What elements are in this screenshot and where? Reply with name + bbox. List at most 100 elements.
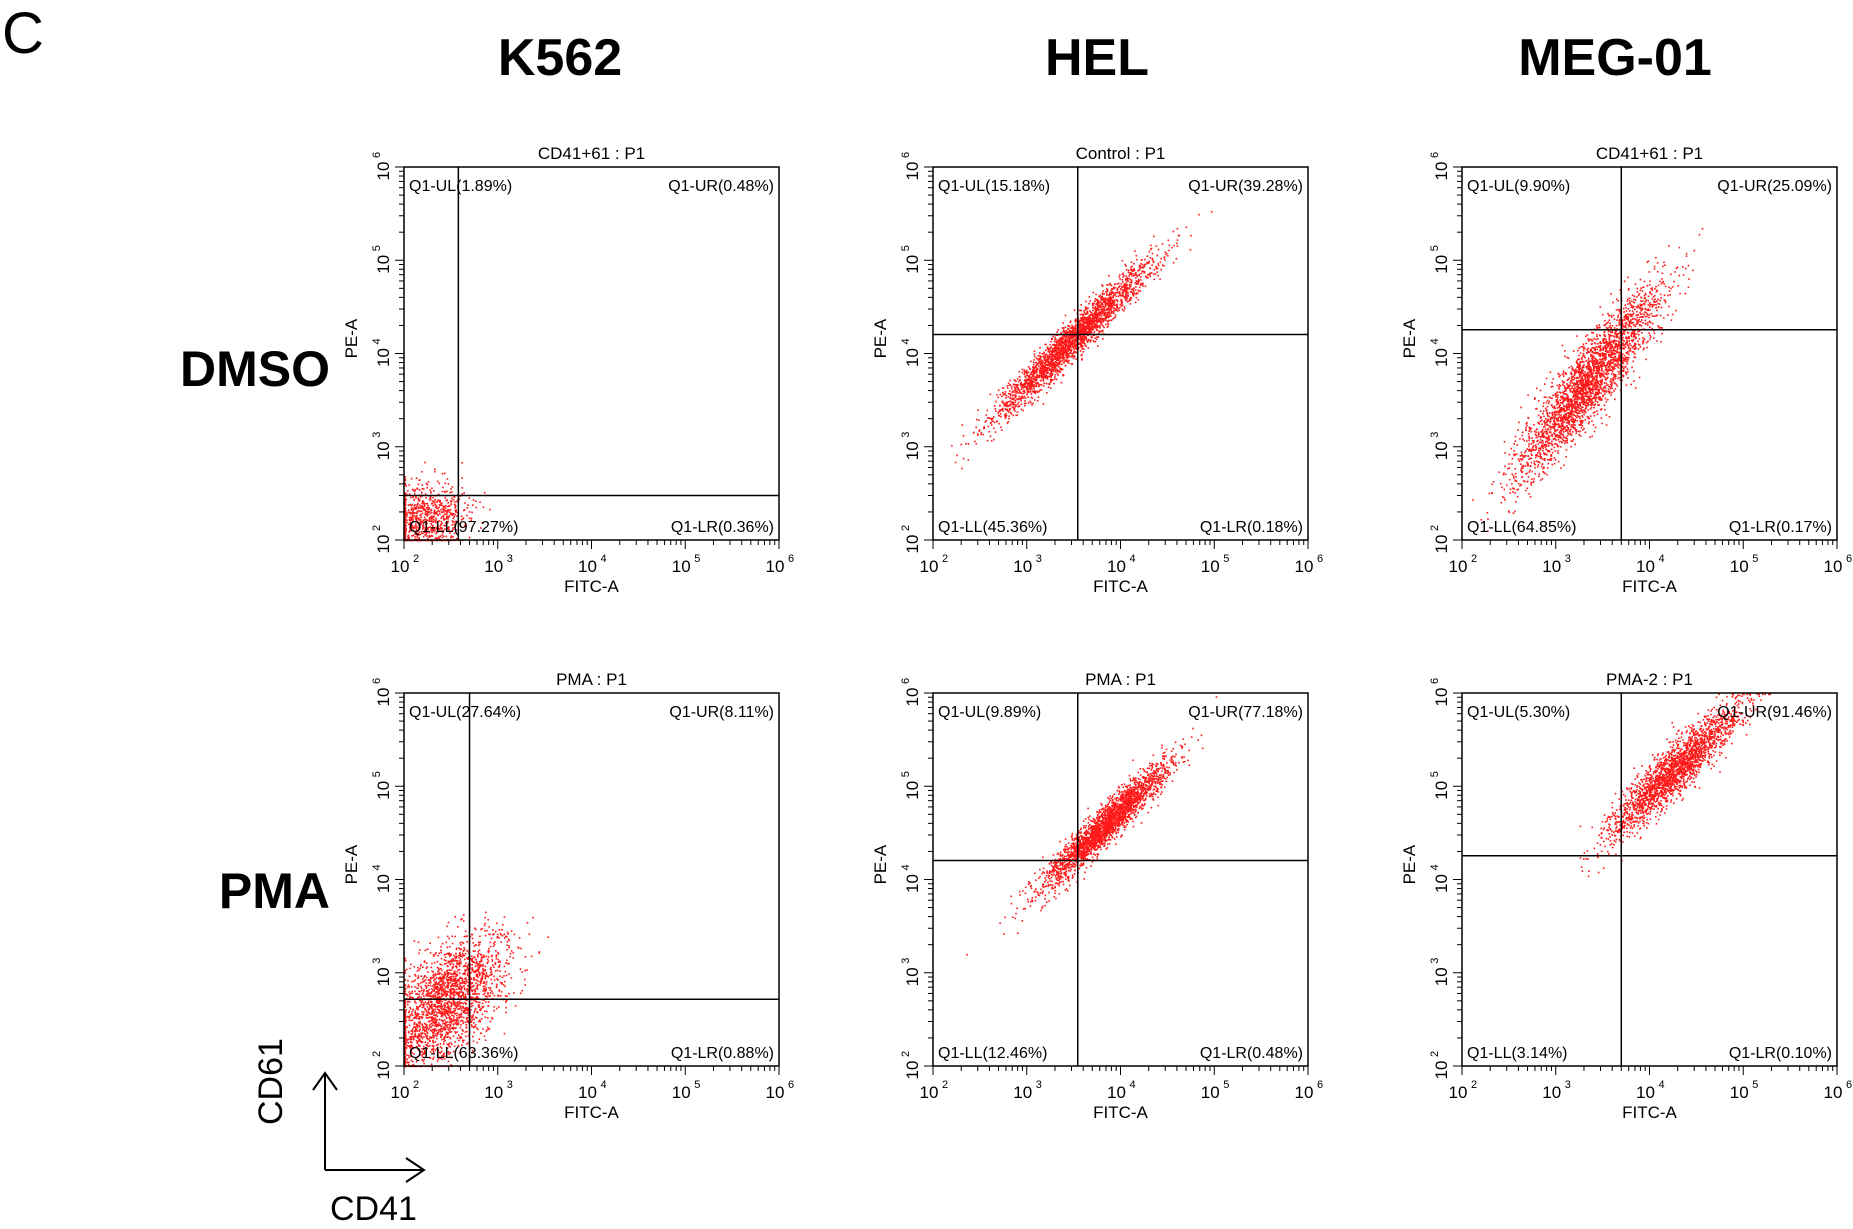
data-point <box>1634 347 1637 350</box>
data-point <box>1084 308 1087 311</box>
data-point <box>430 518 432 520</box>
data-point <box>424 520 427 523</box>
data-point <box>978 429 981 431</box>
data-point <box>1052 362 1055 365</box>
data-point <box>419 507 421 509</box>
data-point <box>1066 356 1068 358</box>
data-point <box>1668 286 1670 289</box>
data-point <box>1167 239 1170 242</box>
data-point <box>1189 249 1192 251</box>
data-point <box>1114 286 1116 289</box>
data-point <box>1057 359 1060 362</box>
data-point <box>1006 401 1008 403</box>
data-point <box>1107 284 1109 286</box>
data-point <box>1553 426 1555 429</box>
data-point <box>1551 440 1553 443</box>
data-point <box>1053 382 1055 385</box>
data-point <box>404 510 407 512</box>
y-tick-label: 10 <box>903 162 922 181</box>
data-point <box>1025 371 1028 374</box>
data-point <box>1047 348 1049 350</box>
data-point <box>1012 397 1014 399</box>
data-point <box>1607 390 1609 393</box>
data-point <box>975 426 977 429</box>
data-point <box>1605 344 1608 346</box>
data-point <box>1111 291 1114 293</box>
data-point <box>1571 380 1573 382</box>
data-point <box>1574 387 1576 389</box>
data-point <box>414 515 417 518</box>
data-point <box>990 440 993 442</box>
data-point <box>1129 286 1132 288</box>
data-point <box>1600 399 1602 401</box>
data-point <box>1012 398 1015 401</box>
data-point <box>1002 391 1004 394</box>
data-point <box>1140 279 1142 281</box>
data-point <box>436 501 438 503</box>
data-point <box>1114 304 1117 307</box>
data-point <box>1026 369 1028 372</box>
data-point <box>447 520 449 523</box>
data-point <box>1039 358 1041 360</box>
data-point <box>1093 315 1096 317</box>
data-point <box>1547 415 1549 417</box>
data-point <box>409 519 411 522</box>
data-point <box>1000 409 1003 411</box>
data-point <box>1135 254 1138 257</box>
data-point <box>1129 297 1132 299</box>
data-point <box>1078 343 1080 345</box>
data-point <box>1567 385 1569 387</box>
data-point <box>408 516 411 519</box>
data-point <box>1065 340 1068 342</box>
data-point <box>1047 359 1049 361</box>
data-point <box>1013 383 1016 386</box>
data-point <box>1063 341 1066 343</box>
data-point <box>1664 300 1667 302</box>
data-point <box>430 509 432 512</box>
data-point <box>1135 283 1137 285</box>
data-point <box>1041 353 1044 355</box>
data-point <box>431 520 433 522</box>
data-point <box>1045 375 1048 377</box>
data-point <box>1082 327 1084 330</box>
data-point <box>440 524 442 526</box>
data-point <box>1104 318 1106 321</box>
data-point <box>1064 326 1067 329</box>
data-point <box>1066 331 1069 333</box>
data-point <box>426 486 428 489</box>
data-point <box>1017 387 1019 390</box>
data-point <box>1556 428 1559 431</box>
data-point <box>1552 423 1554 425</box>
data-point <box>1568 413 1571 416</box>
data-point <box>1527 455 1529 457</box>
data-point <box>1086 311 1088 313</box>
data-point <box>1606 344 1608 347</box>
data-point <box>410 507 413 509</box>
data-point <box>423 505 426 508</box>
data-point <box>1582 406 1584 409</box>
data-point <box>1122 285 1125 287</box>
data-point <box>1554 392 1557 395</box>
data-point <box>1095 327 1097 329</box>
data-point <box>1617 340 1620 342</box>
data-point <box>1159 261 1162 263</box>
data-point <box>1562 372 1565 375</box>
data-point <box>1052 351 1055 353</box>
data-point <box>407 490 409 492</box>
data-point <box>1031 388 1033 390</box>
data-point <box>448 509 450 511</box>
data-point <box>1582 409 1585 411</box>
data-point <box>418 531 421 533</box>
data-point <box>1014 387 1017 390</box>
data-point <box>1107 322 1109 325</box>
data-point <box>1084 318 1087 321</box>
data-point <box>1030 386 1033 389</box>
data-point <box>1054 348 1056 351</box>
data-point <box>1009 395 1012 397</box>
data-point <box>1557 450 1559 452</box>
data-point <box>1071 352 1073 355</box>
data-point <box>1548 415 1550 418</box>
data-point <box>1517 458 1520 461</box>
data-point <box>1079 335 1082 338</box>
data-point <box>1599 399 1601 401</box>
